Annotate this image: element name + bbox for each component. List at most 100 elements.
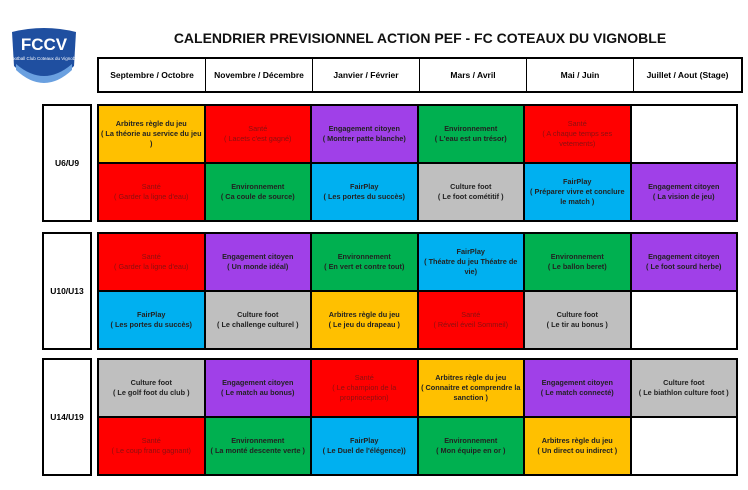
activity-cell: Engagement citoyen( Le match connecté)	[525, 360, 630, 416]
activity-theme: Arbitres règle du jeu	[115, 119, 187, 129]
club-logo: FCCV Football Club Coteaux du Vignoble	[9, 28, 79, 83]
activity-theme: Santé	[354, 373, 374, 383]
activity-theme: Santé	[141, 436, 161, 446]
activity-theme: Engagement citoyen	[328, 124, 400, 134]
activity-theme: Environnement	[231, 436, 285, 446]
activity-cell: Arbitres règle du jeu( Un direct ou indi…	[525, 418, 630, 474]
age-group-label: U6/U9	[42, 104, 92, 222]
activity-theme: FairPlay	[563, 177, 592, 187]
activity-title: ( Théatre du jeu Théatre de vie)	[424, 257, 518, 276]
activity-cell: FairPlay( Le Duel de l'élégence))	[312, 418, 417, 474]
activity-theme: FairPlay	[456, 247, 485, 257]
age-group-grid: Culture foot( Le golf foot du club ) Enga…	[97, 358, 738, 476]
column-header: Janvier / Février	[313, 59, 420, 91]
activity-title: ( Le match connecté)	[540, 388, 614, 397]
activity-cell: FairPlay( Préparer vivre et conclure le …	[525, 164, 630, 220]
activity-title: ( Le foot sourd herbe)	[646, 262, 722, 271]
activity-title: ( Le biathlon culture foot )	[638, 388, 729, 397]
activity-title: ( L'eau est un trésor)	[434, 134, 507, 143]
column-header: Novembre / Décembre	[206, 59, 313, 91]
activity-title: ( A chaque temps ses vetements)	[542, 129, 613, 148]
activity-title: ( Le ballon beret)	[547, 262, 607, 271]
activity-title: ( En vert et contre tout)	[324, 262, 405, 271]
activity-theme: Santé	[461, 310, 481, 320]
activity-title: ( Le golf foot du club )	[112, 388, 190, 397]
svg-text:Football Club Coteaux du Vigno: Football Club Coteaux du Vignoble	[9, 56, 79, 61]
activity-cell: Santé( A chaque temps ses vetements)	[525, 106, 630, 162]
activity-cell: Arbitres règle du jeu( Le jeu du drapeau…	[312, 292, 417, 348]
activity-title: ( Montrer patte blanche)	[322, 134, 406, 143]
activity-cell: FairPlay( Les portes du succès)	[312, 164, 417, 220]
activity-cell: Santé( Lacets c'est gagné)	[205, 106, 310, 162]
activity-cell: Culture foot( Le golf foot du club )	[99, 360, 204, 416]
activity-cell	[631, 292, 736, 348]
activity-theme: Environnement	[550, 252, 604, 262]
activity-title: ( Le Duel de l'élégence))	[322, 446, 406, 455]
activity-theme: Environnement	[444, 124, 498, 134]
column-header: Mars / Avril	[420, 59, 527, 91]
activity-title: ( Les portes du succès)	[323, 192, 405, 201]
activity-theme: Engagement citoyen	[541, 378, 613, 388]
activity-cell	[631, 106, 736, 162]
activity-theme: Environnement	[337, 252, 391, 262]
activity-theme: Culture foot	[237, 310, 279, 320]
activity-theme: Culture foot	[663, 378, 705, 388]
activity-title: ( Les portes du succès)	[110, 320, 192, 329]
activity-title: ( Le jeu du drapeau )	[328, 320, 400, 329]
activity-theme: Engagement citoyen	[222, 252, 294, 262]
activity-theme: Arbitres règle du jeu	[328, 310, 400, 320]
activity-title: ( La monté descente verte )	[210, 446, 305, 455]
activity-title: ( Réveil éveil Sommeil)	[433, 320, 509, 329]
month-header-row: Septembre / Octobre Novembre / Décembre Ja…	[97, 57, 743, 93]
activity-cell: Engagement citoyen( Montrer patte blanch…	[312, 106, 417, 162]
activity-cell: Santé( Garder la ligne d'eau)	[99, 164, 204, 220]
column-header: Mai / Juin	[527, 59, 634, 91]
activity-cell: Santé( Le coup franc gagnant)	[99, 418, 204, 474]
activity-title: ( Garder la ligne d'eau)	[114, 192, 189, 201]
activity-cell: Arbitres règle du jeu( Connaitre et comp…	[418, 360, 523, 416]
activity-title: ( Un direct ou indirect )	[537, 446, 618, 455]
activity-cell: Culture foot( Le tir au bonus )	[525, 292, 630, 348]
activity-title: ( Connaitre et comprendre la sanction )	[421, 383, 521, 402]
activity-theme: Santé	[248, 124, 268, 134]
activity-title: ( Mon équipe en or )	[436, 446, 506, 455]
activity-theme: Environnement	[231, 182, 285, 192]
activity-theme: Engagement citoyen	[222, 378, 294, 388]
activity-cell: Culture foot( Le foot cométitif )	[418, 164, 523, 220]
age-group-grid: Arbitres règle du jeu( La théorie au ser…	[97, 104, 738, 222]
activity-cell: Santé( Le champion de la proprioception)	[312, 360, 417, 416]
activity-cell: Engagement citoyen( Le foot sourd herbe)	[631, 234, 736, 290]
activity-cell: Engagement citoyen( Le match au bonus)	[205, 360, 310, 416]
column-header: Juillet / Aout (Stage)	[646, 70, 729, 80]
age-group-label: U14/U19	[42, 358, 92, 476]
activity-cell: Culture foot( Le challenge culturel )	[205, 292, 310, 348]
activity-title: ( Préparer vivre et conclure le match )	[530, 187, 625, 206]
activity-theme: Culture foot	[450, 182, 492, 192]
activity-title: ( La vision de jeu)	[652, 192, 715, 201]
activity-cell: Environnement( Ca coule de source)	[205, 164, 310, 220]
activity-title: ( Lacets c'est gagné)	[223, 134, 292, 143]
activity-theme: FairPlay	[137, 310, 166, 320]
activity-cell: FairPlay( Théatre du jeu Théatre de vie)	[418, 234, 523, 290]
activity-title: ( Le tir au bonus )	[546, 320, 608, 329]
activity-cell: Engagement citoyen( Un monde idéal)	[205, 234, 310, 290]
activity-theme: Arbitres règle du jeu	[541, 436, 613, 446]
activity-title: ( Ca coule de source)	[220, 192, 295, 201]
activity-theme: Culture foot	[556, 310, 598, 320]
activity-title: ( Le match au bonus)	[221, 388, 295, 397]
page-title: CALENDRIER PREVISIONNEL ACTION PEF - FC …	[173, 30, 667, 46]
age-group-label: U10/U13	[42, 232, 92, 350]
activity-theme: FairPlay	[350, 182, 379, 192]
activity-cell: Environnement( La monté descente verte )	[205, 418, 310, 474]
activity-theme: Arbitres règle du jeu	[435, 373, 507, 383]
activity-title: ( Le champion de la proprioception)	[332, 383, 397, 402]
activity-cell: Santé( Réveil éveil Sommeil)	[418, 292, 523, 348]
activity-title: ( Garder la ligne d'eau)	[114, 262, 189, 271]
activity-title: ( Un monde idéal)	[227, 262, 289, 271]
activity-theme: Engagement citoyen	[648, 252, 720, 262]
activity-cell: FairPlay( Les portes du succès)	[99, 292, 204, 348]
activity-cell: Environnement( En vert et contre tout)	[312, 234, 417, 290]
activity-theme: Environnement	[444, 436, 498, 446]
activity-theme: FairPlay	[350, 436, 379, 446]
activity-cell: Santé( Garder la ligne d'eau)	[99, 234, 204, 290]
